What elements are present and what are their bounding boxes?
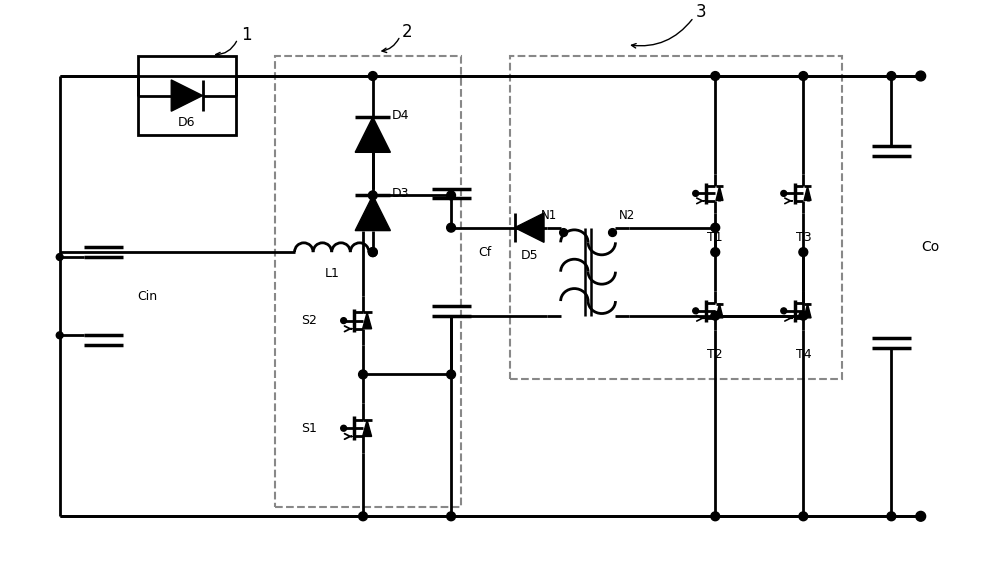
Text: T1: T1 [707,231,723,244]
Polygon shape [716,186,723,201]
Text: T2: T2 [707,348,723,361]
FancyArrowPatch shape [631,19,692,48]
Text: S1: S1 [301,422,317,435]
Circle shape [711,223,720,232]
Circle shape [887,512,896,521]
FancyArrowPatch shape [216,41,237,57]
Circle shape [560,229,568,236]
Text: 2: 2 [402,23,413,41]
Polygon shape [171,80,203,111]
Circle shape [916,71,926,81]
Circle shape [56,253,63,261]
Circle shape [368,248,377,257]
Polygon shape [355,195,390,231]
Circle shape [711,72,720,81]
Circle shape [799,512,808,521]
Polygon shape [355,117,390,152]
Circle shape [693,190,699,197]
Text: Cin: Cin [138,290,158,303]
Text: L1: L1 [324,267,339,280]
Circle shape [368,72,377,81]
Text: D4: D4 [391,108,409,122]
Text: 1: 1 [241,26,251,44]
Polygon shape [363,420,372,436]
Text: Cf: Cf [479,245,492,258]
Circle shape [781,190,787,197]
Circle shape [447,370,455,379]
Text: T3: T3 [796,231,811,244]
Polygon shape [363,312,372,329]
Bar [138,56,236,135]
Circle shape [711,311,720,320]
Circle shape [447,191,455,200]
Circle shape [359,370,367,379]
Circle shape [916,511,926,521]
Circle shape [447,512,455,521]
Circle shape [368,248,377,257]
Circle shape [368,191,377,200]
Circle shape [341,318,347,324]
Text: D3: D3 [391,187,409,200]
Circle shape [887,72,896,81]
Circle shape [799,248,808,257]
Bar [510,56,842,379]
Circle shape [711,248,720,257]
Text: S2: S2 [301,314,317,327]
Polygon shape [515,213,544,243]
FancyArrowPatch shape [382,39,399,53]
Polygon shape [804,186,811,201]
Bar [275,56,461,507]
Text: T4: T4 [796,348,811,361]
Circle shape [609,229,616,236]
Circle shape [341,425,347,431]
Circle shape [799,311,808,320]
Text: Co: Co [921,240,940,254]
Text: N1: N1 [541,210,557,223]
Circle shape [447,223,455,232]
Circle shape [56,332,63,339]
Polygon shape [804,304,811,318]
Text: D5: D5 [521,249,538,261]
Circle shape [711,512,720,521]
Polygon shape [716,304,723,318]
Text: D6: D6 [178,116,196,130]
Circle shape [693,308,699,314]
Circle shape [359,512,367,521]
Text: 3: 3 [696,3,706,22]
Circle shape [799,72,808,81]
Circle shape [781,308,787,314]
Text: N2: N2 [619,210,635,223]
